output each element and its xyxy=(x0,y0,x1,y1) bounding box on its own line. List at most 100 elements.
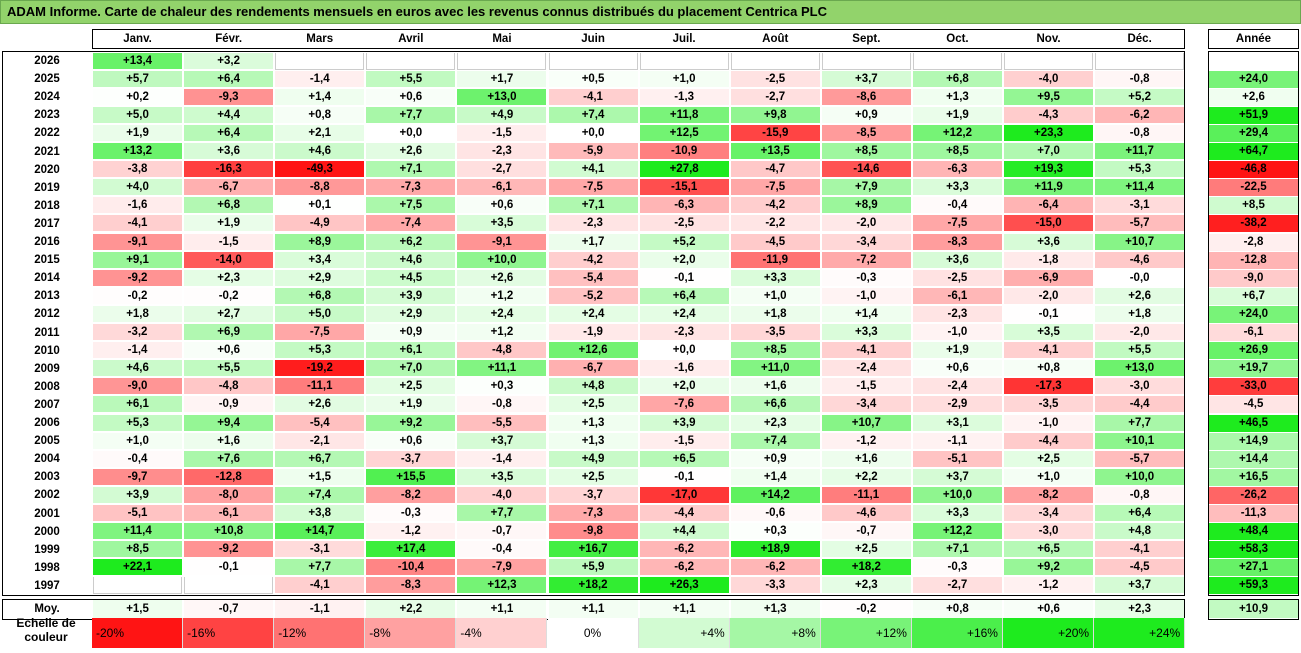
year-total-cell: -33,0 xyxy=(1209,378,1298,396)
heatmap-cell: +13,0 xyxy=(457,88,547,106)
heatmap-cell: -2,4 xyxy=(821,360,911,378)
heatmap-cell: -9,1 xyxy=(93,233,183,251)
heatmap-cell: +2,6 xyxy=(275,396,365,414)
heatmap-cell: -8,3 xyxy=(366,577,456,595)
heatmap-cell: +4,8 xyxy=(548,378,638,396)
heatmap-cell: +7,7 xyxy=(457,505,547,523)
year-total-cell: +19,7 xyxy=(1209,360,1298,378)
heatmap-cell: -0,8 xyxy=(457,396,547,414)
heatmap-cell: -2,5 xyxy=(639,215,729,233)
average-cell: -0,2 xyxy=(821,600,911,618)
year-total-cell: +51,9 xyxy=(1209,106,1298,124)
heatmap-cell: +0,6 xyxy=(457,197,547,215)
heatmap-cell: +3,7 xyxy=(821,70,911,88)
heatmap-cell: +0,8 xyxy=(1004,360,1094,378)
average-year-cell: +10,9 xyxy=(1209,600,1298,618)
year-label: 2023 xyxy=(34,109,60,122)
heatmap-cell: -8,2 xyxy=(366,486,456,504)
heatmap-cell: +2,5 xyxy=(548,396,638,414)
year-total-cell xyxy=(1209,52,1298,70)
year-total-cell: +29,4 xyxy=(1209,124,1298,142)
month-header: Févr. xyxy=(215,33,243,45)
year-total-cell: -26,2 xyxy=(1209,486,1298,504)
heatmap-cell: -0,4 xyxy=(912,197,1002,215)
heatmap-cell: +1,3 xyxy=(548,414,638,432)
heatmap-cell: +10,0 xyxy=(457,251,547,269)
heatmap-cell: -3,5 xyxy=(1004,396,1094,414)
heatmap-cell: +1,0 xyxy=(639,70,729,88)
heatmap-cell: -4,4 xyxy=(639,505,729,523)
heatmap-cell: +4,8 xyxy=(1095,523,1185,541)
heatmap-cell: +0,6 xyxy=(912,360,1002,378)
year-total-cell: +48,4 xyxy=(1209,523,1298,541)
heatmap-cell: -2,7 xyxy=(912,577,1002,595)
heatmap-cell: -0,4 xyxy=(457,541,547,559)
heatmap-cell: +3,7 xyxy=(457,432,547,450)
heatmap-cell xyxy=(730,52,820,70)
heatmap-cell: -5,4 xyxy=(548,269,638,287)
heatmap-cell: -0,1 xyxy=(1004,305,1094,323)
heatmap-cell: -2,5 xyxy=(912,269,1002,287)
year-label: 2026 xyxy=(34,55,60,67)
heatmap-cell: +2,0 xyxy=(639,378,729,396)
heatmap-cell: +9,2 xyxy=(1004,559,1094,577)
year-label: 2010 xyxy=(34,344,60,357)
heatmap-cell: -0,6 xyxy=(730,505,820,523)
month-header: Janv. xyxy=(123,33,152,45)
heatmap-cell: -11,9 xyxy=(730,251,820,269)
year-total-cell: -46,8 xyxy=(1209,161,1298,179)
heatmap-cell: +4,6 xyxy=(366,251,456,269)
color-scale-stop: -16% xyxy=(183,618,275,648)
heatmap-cell: -1,5 xyxy=(821,378,911,396)
heatmap-cell: +10,7 xyxy=(821,414,911,432)
heatmap-cell: +5,2 xyxy=(1095,88,1185,106)
heatmap-cell: -2,3 xyxy=(457,143,547,161)
heatmap-cell: +9,8 xyxy=(730,106,820,124)
average-cell: +0,6 xyxy=(1004,600,1094,618)
heatmap-cell: +2,5 xyxy=(821,541,911,559)
heatmap-cell: -11,1 xyxy=(821,486,911,504)
heatmap-cell: -4,0 xyxy=(1004,70,1094,88)
heatmap-cell: -2,0 xyxy=(1095,324,1185,342)
heatmap-cell xyxy=(457,52,547,70)
heatmap-cell: -15,1 xyxy=(639,179,729,197)
average-label: Moy. xyxy=(34,603,60,615)
year-total-cell: -12,8 xyxy=(1209,251,1298,269)
year-total-header: Année xyxy=(1235,33,1272,45)
heatmap-cell: +6,8 xyxy=(275,287,365,305)
heatmap-cell: +7,9 xyxy=(821,179,911,197)
heatmap-cell xyxy=(366,52,456,70)
year-label: 2015 xyxy=(34,254,60,267)
heatmap-cell: +1,4 xyxy=(821,305,911,323)
heatmap-cell xyxy=(912,52,1002,70)
heatmap-cell: +10,1 xyxy=(1095,432,1185,450)
heatmap-cell: +3,3 xyxy=(912,505,1002,523)
heatmap-cell: -5,9 xyxy=(548,143,638,161)
heatmap-cell: +3,9 xyxy=(639,414,729,432)
heatmap-cell: +7,0 xyxy=(1004,143,1094,161)
heatmap-cell: +4,9 xyxy=(548,450,638,468)
year-label: 2005 xyxy=(34,435,60,448)
heatmap-cell: +8,5 xyxy=(912,143,1002,161)
heatmap-cell: -4,6 xyxy=(1095,251,1185,269)
heatmap-cell: +12,3 xyxy=(457,577,547,595)
heatmap-cell: -1,0 xyxy=(821,287,911,305)
heatmap-cell: +3,8 xyxy=(275,505,365,523)
heatmap-cell: +18,2 xyxy=(548,577,638,595)
heatmap-cell: -4,5 xyxy=(730,233,820,251)
heatmap-cell: +3,3 xyxy=(730,269,820,287)
heatmap-cell: +1,7 xyxy=(548,233,638,251)
heatmap-cell: +6,1 xyxy=(93,396,183,414)
heatmap-cell: +7,1 xyxy=(366,161,456,179)
year-label: 2013 xyxy=(34,290,60,303)
heatmap-cell: +1,0 xyxy=(730,287,820,305)
average-cell: -1,1 xyxy=(275,600,365,618)
heatmap-cell: -0,8 xyxy=(1095,70,1185,88)
heatmap-cell: -1,6 xyxy=(639,360,729,378)
year-label: 2019 xyxy=(34,181,60,194)
heatmap-cell: -8,5 xyxy=(821,124,911,142)
heatmap-cell: -4,1 xyxy=(275,577,365,595)
year-label: 2018 xyxy=(34,199,60,212)
year-total-cell: +27,1 xyxy=(1209,559,1298,577)
heatmap-cell: -7,9 xyxy=(457,559,547,577)
